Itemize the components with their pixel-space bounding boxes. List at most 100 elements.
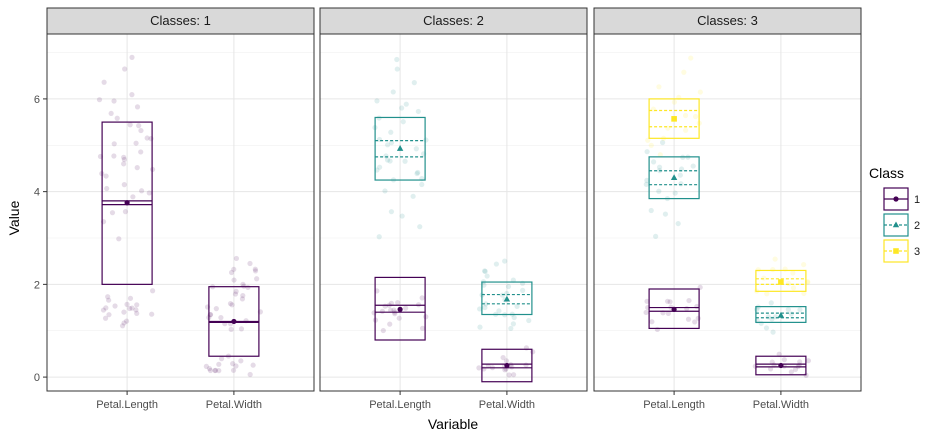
box-class-1 — [755, 355, 807, 376]
jitter-point — [387, 158, 393, 164]
jitter-point — [100, 307, 107, 313]
jitter-point — [379, 308, 385, 314]
facet-panel-2: Classes: 2 Petal.Length Petal.Width — [319, 7, 588, 411]
jitter-point — [665, 310, 671, 316]
jitter-point — [121, 309, 127, 315]
jitter-point — [785, 280, 792, 287]
jitter-point — [476, 365, 482, 371]
jitter-point — [228, 269, 235, 276]
jitter-point — [109, 210, 116, 216]
mean-point — [396, 145, 404, 151]
jitter-point — [761, 275, 767, 281]
jitter-point — [776, 351, 782, 357]
jitter-point — [656, 188, 662, 194]
jitter-point — [763, 325, 770, 331]
jitter-point — [770, 329, 776, 335]
jitter-point — [252, 266, 258, 272]
jitter-point — [240, 281, 246, 287]
y-tick-label: 2 — [34, 279, 40, 291]
jitter-point — [383, 153, 389, 159]
box-rect — [374, 116, 426, 181]
box-class-1 — [481, 348, 533, 383]
jitter-point — [493, 261, 499, 267]
legend-key-2 — [883, 213, 909, 237]
jitter-point — [685, 316, 692, 322]
y-axis: 0 2 4 6 — [34, 94, 47, 384]
jitter-point — [419, 181, 425, 188]
jitter-point — [686, 297, 692, 304]
jitter-point — [677, 172, 683, 178]
mean-point — [124, 200, 130, 206]
jitter-point — [510, 277, 516, 283]
legend-key-1 — [883, 187, 909, 211]
legend-key-point — [893, 196, 899, 202]
jitter-point — [106, 297, 112, 303]
mean-point — [670, 174, 678, 181]
box-rect — [648, 98, 700, 139]
jitter-point — [643, 309, 649, 316]
jitter-point — [144, 135, 150, 141]
mean-point — [503, 295, 511, 302]
jitter-point — [228, 326, 234, 332]
jitter-point — [482, 268, 488, 274]
jitter-point — [103, 305, 109, 311]
jitter-point — [101, 79, 107, 85]
legend-key-3 — [883, 239, 909, 263]
jitter-point — [415, 169, 421, 176]
jitter-point — [410, 193, 416, 199]
jitter-point — [769, 359, 775, 365]
box-rect — [481, 348, 533, 383]
facet-panel-1: Classes: 1 Petal.Length Petal.Width — [46, 7, 315, 411]
jitter-point — [391, 307, 397, 313]
jitter-point — [133, 307, 139, 313]
jitter-point — [394, 56, 400, 63]
jitter-point — [229, 302, 235, 308]
panel-border — [593, 33, 862, 392]
jitter-point — [659, 139, 666, 146]
jitter-point — [384, 157, 391, 163]
box-class-2 — [755, 306, 807, 323]
mean-point — [231, 318, 237, 325]
x-tick-label: Petal.Width — [479, 399, 535, 411]
panel-border — [319, 33, 588, 392]
jitter-point — [116, 236, 122, 242]
jitter-point — [390, 89, 396, 95]
jitter-point — [218, 315, 224, 321]
jitter-point — [130, 194, 136, 200]
box-class-3 — [648, 98, 700, 139]
jitter-point — [382, 188, 388, 194]
jitter-point — [96, 97, 103, 103]
jitter-point — [122, 209, 129, 215]
box-rect — [648, 288, 700, 330]
mean-point — [671, 116, 677, 122]
x-tick-label: Petal.Length — [369, 399, 431, 411]
jitter-point — [121, 320, 127, 326]
jitter-point — [112, 303, 118, 309]
jitter-point — [388, 307, 394, 313]
jitter-point — [805, 358, 812, 364]
facet-strip — [593, 7, 862, 35]
jitter-point — [216, 361, 222, 367]
jitter-point — [111, 141, 117, 147]
box-class-1 — [101, 121, 153, 285]
jitter-point — [662, 211, 669, 217]
jitter-point — [645, 137, 651, 143]
jitter-point — [121, 182, 127, 188]
jitter-point — [508, 362, 514, 368]
jitter-point — [232, 291, 239, 297]
jitter-point — [483, 301, 489, 307]
jitter-point — [403, 305, 409, 311]
jitter-point — [690, 163, 696, 169]
jitter-point — [509, 364, 515, 370]
jitter-point — [792, 366, 799, 373]
jitter-point — [239, 296, 246, 302]
jitter-point — [136, 123, 142, 129]
jitter-point — [656, 164, 663, 170]
jitter-point — [500, 354, 506, 361]
jitter-point — [111, 98, 117, 104]
jitter-point — [400, 119, 406, 125]
x-tick-label: Petal.Length — [96, 399, 158, 411]
jitter-point — [384, 142, 391, 148]
legend-key-point — [892, 221, 900, 228]
